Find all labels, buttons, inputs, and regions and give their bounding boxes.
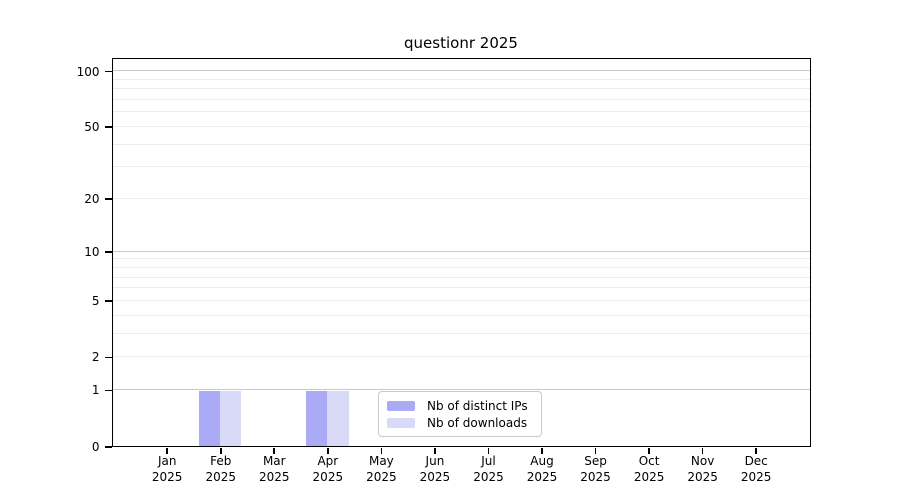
legend-label-distinct-ips: Nb of distinct IPs: [427, 399, 528, 413]
x-tick-label: Jul 2025: [473, 454, 504, 484]
y-gridline-minor: [112, 299, 810, 301]
bar-distinct-ips: [305, 390, 328, 446]
y-tick-mark: [105, 198, 112, 201]
x-tick-label: May 2025: [366, 454, 397, 484]
x-tick-label: Nov 2025: [687, 454, 718, 484]
x-tick-label: Dec 2025: [740, 454, 772, 484]
x-tick-label: Mar 2025: [259, 454, 290, 484]
y-gridline-minor: [112, 314, 810, 316]
y-gridline-minor: [112, 266, 810, 268]
y-gridline-major: [112, 250, 810, 252]
y-gridline-major: [112, 70, 810, 72]
legend-item-distinct-ips: Nb of distinct IPs: [387, 398, 532, 414]
y-tick-label: 10: [84, 244, 100, 259]
y-gridline-major: [112, 389, 810, 391]
y-gridline-minor: [112, 332, 810, 334]
x-tick-mark: [487, 448, 490, 454]
x-tick-label: Apr 2025: [312, 454, 344, 484]
legend-item-downloads: Nb of downloads: [387, 415, 532, 431]
y-gridline-minor: [112, 258, 810, 260]
x-tick-mark: [594, 448, 597, 454]
x-tick-mark: [380, 448, 383, 454]
x-tick-mark: [648, 448, 650, 454]
y-gridline-minor: [112, 287, 810, 289]
x-tick-label: Aug 2025: [526, 454, 558, 484]
chart-title: questionr 2025: [404, 34, 518, 52]
y-tick-label: 2: [91, 350, 100, 365]
x-tick-mark: [166, 448, 169, 454]
y-gridline-minor: [112, 198, 810, 200]
x-tick-mark: [541, 448, 543, 454]
x-tick-mark: [755, 448, 758, 454]
x-tick-label: Feb 2025: [205, 454, 236, 484]
y-tick-label: 1: [91, 383, 100, 398]
legend-label-downloads: Nb of downloads: [427, 416, 528, 430]
y-tick-mark: [105, 126, 112, 129]
legend-swatch-distinct-ips: [387, 401, 415, 411]
x-tick-mark: [326, 448, 329, 454]
bar-distinct-ips: [198, 390, 221, 446]
y-gridline-minor: [112, 166, 810, 168]
y-tick-mark: [105, 250, 112, 253]
x-tick-mark: [701, 448, 704, 454]
y-tick-mark: [105, 356, 112, 359]
y-gridline-minor: [112, 143, 810, 145]
y-tick-label: 0: [91, 439, 100, 454]
legend-swatch-downloads: [387, 418, 415, 428]
plot-area: [111, 58, 811, 447]
x-tick-mark: [434, 448, 436, 454]
y-gridline-minor: [112, 99, 810, 101]
y-gridline-minor: [112, 356, 810, 358]
x-tick-mark: [219, 448, 222, 454]
x-tick-label: Jun 2025: [419, 454, 451, 484]
bar-downloads: [327, 390, 349, 446]
y-tick-label: 20: [84, 192, 100, 207]
y-gridline-minor: [112, 88, 810, 90]
y-gridline-minor: [112, 276, 810, 278]
x-tick-label: Oct 2025: [633, 454, 665, 484]
y-tick-label: 5: [91, 294, 100, 309]
x-tick-label: Jan 2025: [151, 454, 183, 484]
y-tick-label: 100: [76, 64, 100, 79]
y-gridline-minor: [112, 125, 810, 127]
y-tick-label: 50: [84, 120, 100, 135]
x-tick-label: Sep 2025: [580, 454, 611, 484]
bar-downloads: [220, 390, 242, 446]
x-tick-mark: [273, 448, 276, 454]
y-gridline-minor: [112, 78, 810, 80]
y-tick-mark: [105, 300, 112, 302]
y-tick-mark: [105, 445, 112, 448]
y-tick-mark: [105, 70, 112, 73]
legend: Nb of distinct IPs Nb of downloads: [378, 391, 542, 437]
y-tick-mark: [105, 389, 112, 392]
y-gridline-minor: [112, 111, 810, 113]
